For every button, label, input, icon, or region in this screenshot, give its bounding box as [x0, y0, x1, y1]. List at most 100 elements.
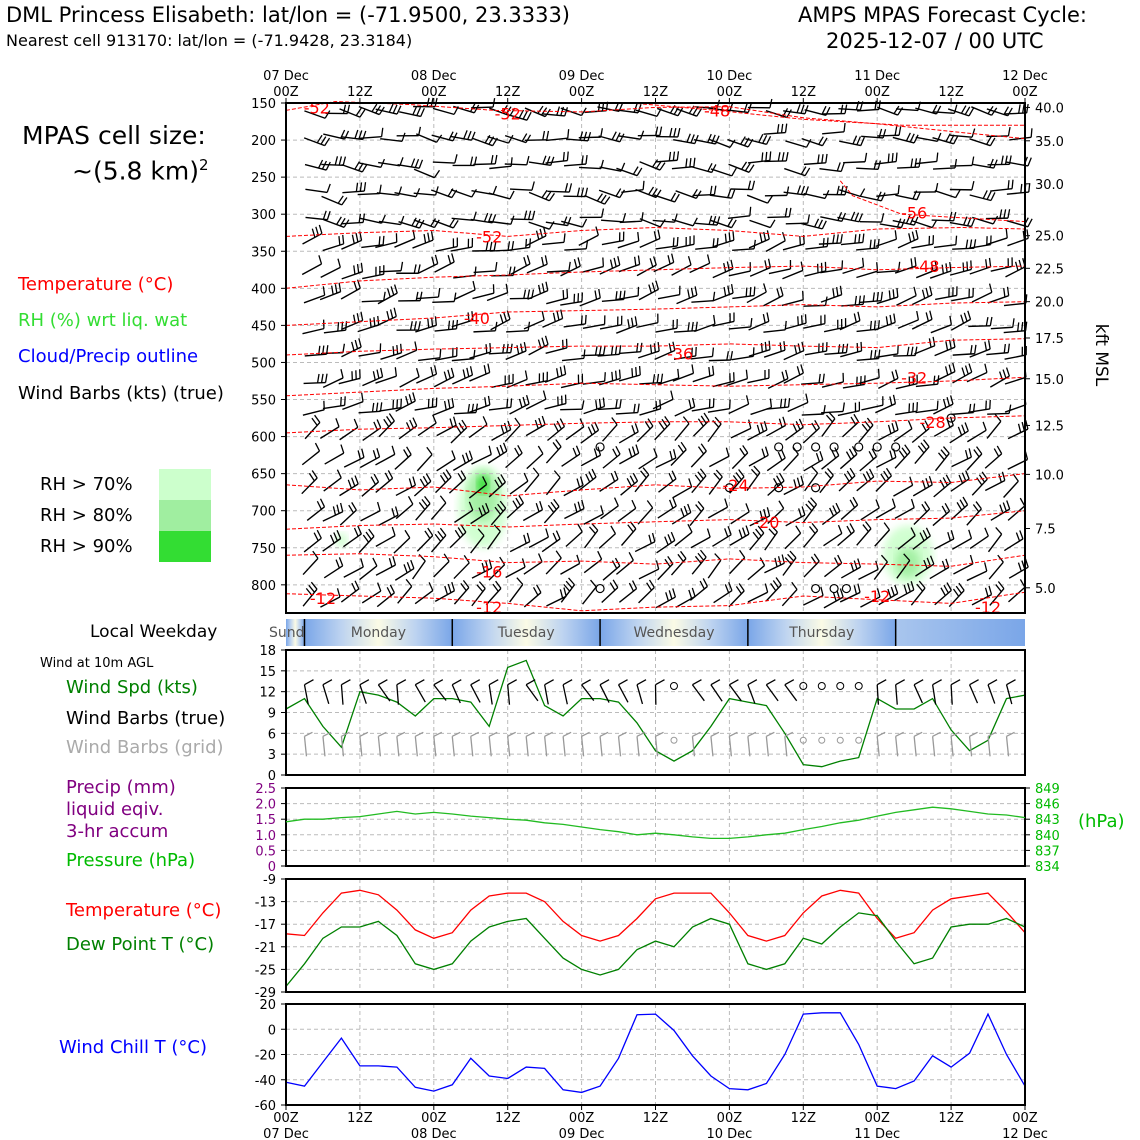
wind-barb-grid-flag: [378, 731, 387, 737]
wind-barb-shaft: [473, 163, 496, 166]
wind-barb: [914, 439, 930, 465]
wind-barb-flag: [877, 238, 880, 248]
wind-barb-shaft: [932, 111, 955, 114]
wind-barb-flag: [631, 446, 636, 456]
wind-barb-flag: [842, 402, 845, 412]
temperature-contour-label: -28: [920, 413, 946, 432]
wind-barb-shaft: [509, 480, 529, 495]
wind-barb-flag: [482, 476, 488, 485]
wind-barb-flag: [316, 134, 323, 144]
wind-barb-flag: [325, 161, 331, 171]
wind-barb: [321, 156, 347, 167]
wind-barb-flag: [818, 373, 821, 383]
wind-barb-flag: [478, 581, 486, 589]
wind-barb: [379, 398, 402, 412]
wind-barb-shaft: [768, 268, 791, 275]
wind-barb-shaft: [564, 248, 587, 251]
wind-barb-shaft: [728, 270, 751, 277]
wind-barb-flag: [853, 585, 858, 595]
wind-barb-flag: [929, 310, 933, 320]
wind-barb-flag: [590, 424, 596, 433]
wind-barb-flag: [617, 256, 621, 266]
wind-barb-shaft: [488, 406, 511, 411]
wind-barb-flag: [856, 136, 862, 146]
wind-barb: [950, 128, 976, 138]
wind-barb-shaft: [1004, 376, 1027, 385]
wind-barb-flag: [583, 131, 588, 141]
wind-barb: [545, 216, 572, 227]
pressure-tick-label: 150: [251, 97, 276, 112]
top-time-label: 00Z: [717, 85, 743, 100]
wind-barb-flag: [892, 394, 897, 404]
wind-barb-shaft: [707, 559, 722, 579]
wind-barb-flag: [687, 256, 692, 266]
wind-barb-flag: [351, 341, 355, 351]
wind-barb-flag: [391, 508, 396, 518]
wind-barb: [672, 478, 693, 499]
wind-barb-shaft: [582, 323, 605, 329]
wind-barb-flag: [740, 136, 746, 145]
wind-barb-flag: [384, 472, 391, 482]
wind-barb: [1009, 128, 1033, 141]
wind-barb-flag: [559, 366, 563, 376]
wind-barb: [579, 208, 605, 219]
wind-barb-flag: [612, 579, 619, 588]
wind-barb-flag: [610, 345, 614, 355]
wind-barb: [546, 288, 569, 305]
top-date-label: 10 Dec: [706, 69, 752, 84]
wind-barb: [765, 577, 782, 602]
wind-barb-flag: [338, 557, 344, 567]
wind-barb-flag: [380, 367, 384, 377]
value-tick-label: -20: [255, 1049, 276, 1064]
wind-barb: [653, 253, 675, 273]
value-tick-label: 0.5: [255, 844, 276, 859]
wind-barb-shaft: [728, 163, 750, 173]
wind-barb-flag: [699, 549, 707, 558]
wind-barb-flag: [818, 136, 824, 145]
wind-barb: [708, 469, 723, 495]
wind-barb-flag: [764, 341, 767, 351]
wind-barb: [619, 444, 640, 465]
wind-barb-flag: [468, 450, 473, 460]
wind-barb-flag: [687, 503, 692, 513]
wind-barb: [732, 239, 756, 252]
wind-barb-shaft: [804, 472, 819, 492]
wind-barb-flag: [372, 450, 377, 460]
wind-barb: [713, 581, 733, 604]
wind-barb-10m-flag: [710, 679, 721, 686]
wind-barb-flag: [910, 527, 916, 536]
wind-barb-shaft: [488, 351, 511, 355]
wind-barb-flag: [648, 534, 652, 544]
wind-barb-flag: [318, 255, 323, 265]
wind-barb: [824, 343, 849, 355]
wind-barb-flag: [880, 473, 887, 482]
wind-barb-flag: [769, 398, 773, 408]
wind-barb-grid-flag: [729, 731, 738, 737]
wind-barb-grid-flag: [913, 731, 923, 737]
wind-barb: [746, 283, 767, 304]
wind-barb: [378, 506, 399, 526]
wind-barb-flag: [447, 369, 451, 379]
wind-barb: [565, 418, 585, 441]
wind-barb-flag: [553, 470, 561, 478]
wind-barb-grid-flag: [636, 731, 646, 737]
wind-barb-10m-flag: [451, 679, 462, 686]
wind-barb: [398, 217, 425, 229]
wind-barb-flag: [706, 254, 711, 264]
wind-barb-flag: [1002, 369, 1007, 379]
wind-barb: [839, 135, 865, 147]
wind-barb: [675, 587, 696, 608]
wind-barb-flag: [724, 584, 730, 594]
wind-barb: [524, 130, 550, 141]
wind-barb-flag: [724, 233, 727, 243]
wind-barb-flag: [509, 190, 515, 200]
wind-barb: [634, 532, 656, 553]
wind-barb-shaft: [732, 248, 755, 252]
wind-barb-shaft: [453, 274, 476, 279]
wind-barb-shaft: [616, 295, 639, 301]
wind-barb: [303, 286, 326, 304]
wind-barb-flag: [687, 322, 690, 332]
wind-barb-flag: [909, 133, 915, 143]
wind-barb-shaft: [783, 483, 804, 496]
rh-region-70: [335, 532, 348, 548]
